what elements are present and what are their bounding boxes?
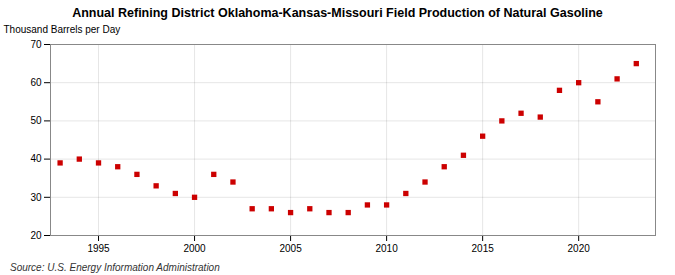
- svg-text:50: 50: [30, 115, 42, 126]
- svg-text:2005: 2005: [279, 243, 302, 254]
- html-text:Source: U.S. Energy Informatio: Source: U.S. Energy Information Administ…: [10, 262, 220, 273]
- svg-text:60: 60: [30, 77, 42, 88]
- svg-text:40: 40: [30, 153, 42, 164]
- svg-text:2000: 2000: [183, 243, 206, 254]
- svg-text:70: 70: [30, 39, 42, 50]
- html-text:Annual Refining District Oklah: Annual Refining District Oklahoma-Kansas…: [72, 6, 603, 20]
- svg-text:2020: 2020: [568, 243, 591, 254]
- svg-text:20: 20: [30, 230, 42, 241]
- svg-text:2010: 2010: [375, 243, 398, 254]
- svg-text:2015: 2015: [472, 243, 495, 254]
- svg-text:30: 30: [30, 192, 42, 203]
- svg-text:Thousand Barrels per Day: Thousand Barrels per Day: [4, 24, 121, 35]
- svg-text:1995: 1995: [87, 243, 110, 254]
